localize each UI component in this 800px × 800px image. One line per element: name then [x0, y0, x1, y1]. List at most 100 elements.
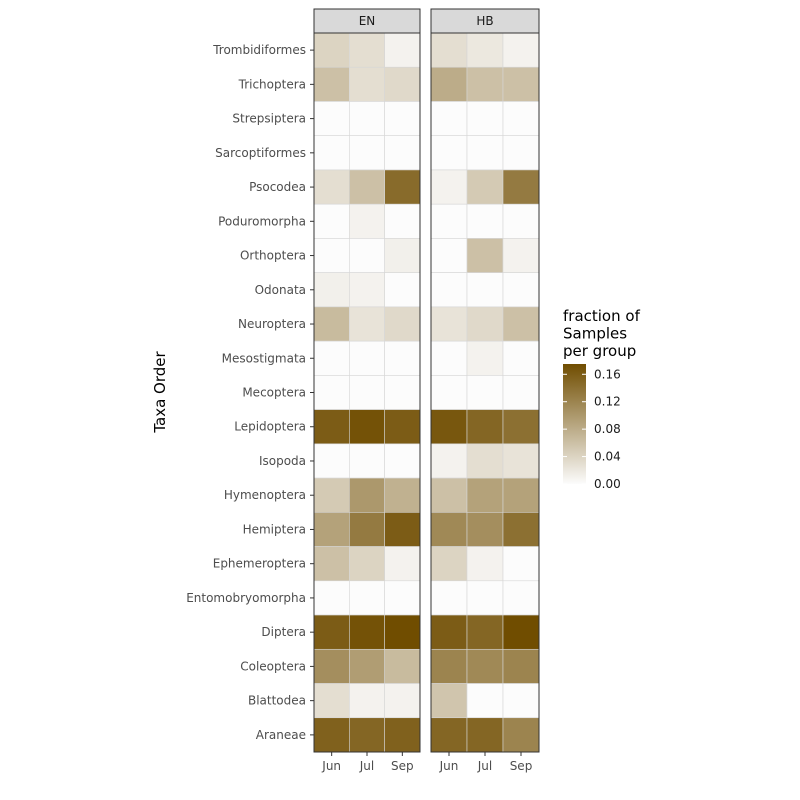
heatmap-cell: [502, 648, 540, 684]
heatmap-cell: [466, 477, 504, 513]
heatmap-cell: [349, 614, 385, 650]
heatmap-cell: [502, 683, 540, 719]
legend-break-label: 0.04: [594, 450, 621, 464]
heatmap-cell: [466, 614, 504, 650]
heatmap-cell: [384, 546, 421, 582]
heatmap-cell: [349, 580, 385, 616]
facet-strip: [430, 8, 540, 34]
heatmap-cell: [384, 66, 421, 102]
heatmap-cell: [349, 238, 385, 273]
y-tick-label: Poduromorpha: [218, 214, 306, 228]
facet-strip-label: HB: [476, 14, 493, 28]
heatmap-cell: [349, 546, 385, 582]
heatmap-cell: [430, 648, 468, 684]
y-axis-title: Taxa Order: [151, 351, 169, 434]
heatmap-cell: [384, 203, 421, 239]
heatmap-cell: [502, 306, 540, 342]
facet-strip: [313, 8, 421, 34]
y-tick-label: Sarcoptiformes: [215, 146, 306, 160]
heatmap-cell: [466, 340, 504, 376]
heatmap-cell: [384, 135, 421, 171]
legend-title-line: fraction of: [563, 307, 641, 325]
heatmap-cell: [313, 546, 350, 582]
heatmap-cell: [430, 169, 468, 205]
y-tick-label: Coleoptera: [240, 659, 306, 673]
heatmap-cell: [430, 306, 468, 342]
heatmap-cell: [349, 169, 385, 205]
heatmap-cell: [313, 614, 350, 650]
heatmap-cell: [466, 238, 504, 273]
x-tick-label: Jun: [321, 759, 341, 773]
heatmap-cell: [313, 169, 350, 205]
heatmap-cell: [502, 340, 540, 376]
heatmap-cell: [313, 135, 350, 171]
heatmap-cell: [466, 580, 504, 616]
heatmap-cell: [384, 306, 421, 342]
heatmap-cell: [430, 375, 468, 410]
heatmap-cell: [430, 443, 468, 479]
heatmap-cell: [430, 683, 468, 719]
heatmap-cell: [466, 66, 504, 102]
heatmap-cell: [313, 306, 350, 342]
heatmap-cell: [349, 32, 385, 68]
heatmap-cell: [349, 306, 385, 342]
y-tick-label: Diptera: [261, 625, 306, 639]
heatmap-cell: [384, 375, 421, 410]
heatmap-cell: [349, 717, 385, 753]
heatmap-cell: [349, 648, 385, 684]
x-tick-label: Jul: [359, 759, 374, 773]
heatmap-cell: [430, 66, 468, 102]
heatmap-cell: [466, 135, 504, 171]
heatmap-cell: [502, 238, 540, 273]
heatmap-cell: [349, 66, 385, 102]
y-tick-label: Trichoptera: [238, 77, 306, 91]
y-tick-label: Orthoptera: [240, 249, 306, 263]
heatmap-cell: [502, 32, 540, 68]
y-tick-label: Blattodea: [248, 694, 306, 708]
heatmap-cell: [502, 512, 540, 547]
y-tick-label: Mecoptera: [242, 386, 306, 400]
heatmap-cell: [466, 717, 504, 753]
y-tick-label: Ephemeroptera: [213, 557, 306, 571]
heatmap-cell: [430, 135, 468, 171]
y-tick-label: Isopoda: [259, 454, 306, 468]
heatmap-cell: [384, 32, 421, 68]
heatmap-cell: [502, 409, 540, 445]
y-tick-label: Entomobryomorpha: [186, 591, 306, 605]
y-tick-label: Mesostigmata: [222, 351, 306, 365]
heatmap-cell: [384, 717, 421, 753]
y-tick-label: Strepsiptera: [232, 112, 306, 126]
heatmap-cell: [384, 169, 421, 205]
legend-title-line: Samples: [563, 325, 627, 343]
heatmap-cell: [349, 477, 385, 513]
heatmap-cell: [349, 135, 385, 171]
heatmap-cell: [313, 101, 350, 137]
heatmap-cell: [430, 546, 468, 582]
legend-break-label: 0.12: [594, 395, 621, 409]
heatmap-cell: [430, 512, 468, 547]
heatmap-cell: [466, 409, 504, 445]
heatmap-cell: [502, 101, 540, 137]
heatmap-cell: [466, 546, 504, 582]
heatmap-cell: [313, 66, 350, 102]
legend-colorbar: [563, 364, 586, 484]
heatmap-cell: [384, 101, 421, 137]
heatmap-cell: [502, 169, 540, 205]
heatmap-cell: [349, 443, 385, 479]
heatmap-cell: [384, 443, 421, 479]
heatmap-cell: [349, 683, 385, 719]
heatmap-cell: [430, 203, 468, 239]
heatmap-cell: [313, 32, 350, 68]
y-tick-label: Trombidiformes: [212, 43, 306, 57]
y-tick-label: Psocodea: [249, 180, 306, 194]
heatmap-cell: [349, 272, 385, 308]
heatmap-cell: [313, 477, 350, 513]
heatmap-cell: [502, 546, 540, 582]
heatmap-cell: [313, 272, 350, 308]
heatmap-cell: [313, 409, 350, 445]
heatmap-cell: [384, 683, 421, 719]
legend-title-line: per group: [563, 342, 636, 360]
heatmap-cell: [466, 306, 504, 342]
heatmap-cell: [313, 580, 350, 616]
